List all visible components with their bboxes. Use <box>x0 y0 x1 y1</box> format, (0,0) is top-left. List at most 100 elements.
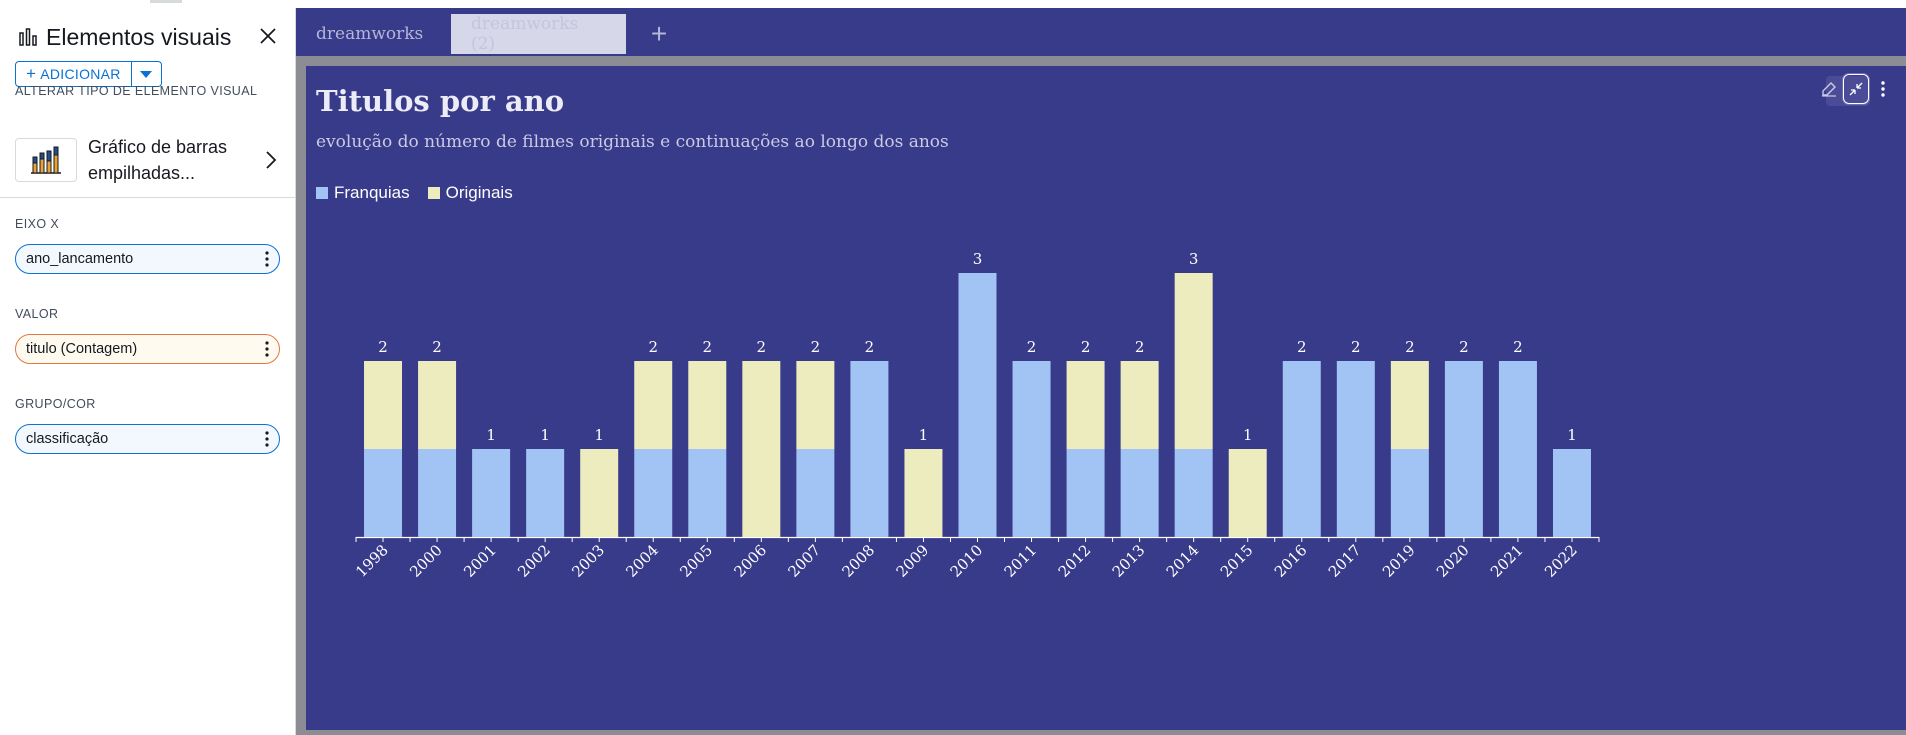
group-field-pill[interactable]: classificação <box>15 424 280 454</box>
x-tick-label-2002: 2002 <box>514 541 554 581</box>
bar-originais-2014[interactable] <box>1174 273 1213 449</box>
more-menu-icon[interactable] <box>1869 74 1896 104</box>
collapse-icon[interactable] <box>1842 74 1870 104</box>
x-tick-label-2006: 2006 <box>730 541 770 581</box>
bar-franquias-2000[interactable] <box>418 449 457 537</box>
bar-originais-2005[interactable] <box>688 361 727 449</box>
sheet-tab-active[interactable]: dreamworks (2) <box>451 14 626 54</box>
visual-card: 2 1998 2 2000 1 2001 1 2002 1 2003 2 2004 2 2005 2 2006… <box>306 66 1906 730</box>
x-tick-label-2022: 2022 <box>1541 541 1581 581</box>
data-label-2004: 2 <box>648 338 658 356</box>
chart-type-label: Gráfico de barras empilhadas... <box>88 134 238 186</box>
visual-toolbar <box>1816 74 1896 106</box>
bar-franquias-1998[interactable] <box>364 449 403 537</box>
add-button-label: ADICIONAR <box>40 66 121 82</box>
bar-originais-2000[interactable] <box>418 361 457 449</box>
bar-originais-2003[interactable] <box>580 449 619 537</box>
legend-swatch-originais <box>427 187 440 199</box>
add-button[interactable]: + ADICIONAR <box>15 61 132 87</box>
more-options-icon[interactable] <box>265 340 269 358</box>
bar-franquias-2022[interactable] <box>1552 449 1591 537</box>
data-label-2013: 2 <box>1135 338 1145 356</box>
data-label-2002: 1 <box>540 426 550 444</box>
bar-originais-2019[interactable] <box>1390 361 1429 449</box>
data-label-2006: 2 <box>757 338 767 356</box>
legend-item-franquias[interactable]: Franquias <box>316 183 410 203</box>
bar-franquias-2016[interactable] <box>1282 361 1321 537</box>
x-tick-label-2013: 2013 <box>1109 541 1149 581</box>
bar-originais-2006[interactable] <box>742 361 781 537</box>
chevron-right-icon <box>266 151 277 169</box>
x-tick-label-2016: 2016 <box>1271 541 1311 581</box>
bar-franquias-2014[interactable] <box>1174 449 1213 537</box>
add-sheet-icon[interactable]: + <box>650 18 668 49</box>
bar-originais-1998[interactable] <box>364 361 403 449</box>
x-tick-label-2007: 2007 <box>784 541 824 581</box>
visuals-panel: Elementos visuais + ADICIONAR ALTERAR TI… <box>0 8 296 735</box>
value-field-label: titulo (Contagem) <box>26 341 138 357</box>
x-tick-label-2017: 2017 <box>1325 541 1365 581</box>
x-tick-label-2019: 2019 <box>1379 541 1419 581</box>
bar-franquias-2004[interactable] <box>634 449 673 537</box>
x-tick-label-1998: 1998 <box>352 541 392 581</box>
bar-franquias-2007[interactable] <box>796 449 835 537</box>
data-label-2022: 1 <box>1567 426 1577 444</box>
data-label-2008: 2 <box>865 338 875 356</box>
bar-franquias-2019[interactable] <box>1390 449 1429 537</box>
chart-type-line2: empilhadas... <box>88 163 196 183</box>
chart-type-selector[interactable]: Gráfico de barras empilhadas... <box>15 130 280 190</box>
chart-subtitle: evolução do número de filmes originais e… <box>316 132 949 152</box>
value-label: VALOR <box>15 307 59 321</box>
x-tick-label-2004: 2004 <box>622 541 662 581</box>
main-area: dreamworks dreamworks (2) + 2 1998 2 2000 1 2… <box>296 8 1906 735</box>
x-tick-label-2003: 2003 <box>568 541 608 581</box>
bar-franquias-2017[interactable] <box>1336 361 1375 537</box>
change-type-label: ALTERAR TIPO DE ELEMENTO VISUAL <box>15 84 258 98</box>
bar-franquias-2001[interactable] <box>472 449 511 537</box>
data-label-1998: 2 <box>378 338 388 356</box>
x-tick-label-2001: 2001 <box>460 541 500 581</box>
data-label-2009: 1 <box>919 426 929 444</box>
bar-originais-2012[interactable] <box>1066 361 1105 449</box>
bar-originais-2009[interactable] <box>904 449 943 537</box>
legend-swatch-franquias <box>316 187 328 199</box>
data-label-2007: 2 <box>811 338 821 356</box>
add-visual-control: + ADICIONAR <box>15 61 162 87</box>
bar-franquias-2011[interactable] <box>1012 361 1051 537</box>
x-tick-label-2020: 2020 <box>1433 541 1473 581</box>
data-label-2020: 2 <box>1459 338 1469 356</box>
stacked-bar-chart: 2 1998 2 2000 1 2001 1 2002 1 2003 2 2004 2 2005 2 2006… <box>352 250 1600 581</box>
data-label-2017: 2 <box>1351 338 1361 356</box>
x-tick-label-2000: 2000 <box>406 541 446 581</box>
bar-franquias-2021[interactable] <box>1498 361 1537 537</box>
panel-title: Elementos visuais <box>46 23 232 50</box>
bar-chart-icon <box>19 28 37 46</box>
bar-franquias-2012[interactable] <box>1066 449 1105 537</box>
data-label-2010: 3 <box>973 250 983 268</box>
add-dropdown-button[interactable] <box>131 61 162 87</box>
edit-visual-icon[interactable] <box>1816 74 1843 104</box>
chart-type-line1: Gráfico de barras <box>88 137 228 157</box>
legend-item-originais[interactable]: Originais <box>427 183 513 203</box>
bar-franquias-2008[interactable] <box>850 361 889 537</box>
more-options-icon[interactable] <box>265 250 269 268</box>
bar-franquias-2013[interactable] <box>1120 449 1159 537</box>
chart-legend: Franquias Originais <box>316 183 531 203</box>
data-label-2001: 1 <box>486 426 496 444</box>
bar-franquias-2020[interactable] <box>1444 361 1483 537</box>
more-options-icon[interactable] <box>265 430 269 448</box>
bar-franquias-2010[interactable] <box>958 273 997 537</box>
bar-originais-2015[interactable] <box>1228 449 1267 537</box>
close-icon[interactable] <box>256 24 280 48</box>
x-axis-field-pill[interactable]: ano_lancamento <box>15 244 280 274</box>
x-tick-label-2014: 2014 <box>1163 541 1203 581</box>
bar-franquias-2005[interactable] <box>688 449 727 537</box>
bar-originais-2004[interactable] <box>634 361 673 449</box>
x-tick-label-2012: 2012 <box>1055 541 1095 581</box>
bar-originais-2013[interactable] <box>1120 361 1159 449</box>
sheet-tab[interactable]: dreamworks <box>316 24 424 44</box>
bar-originais-2007[interactable] <box>796 361 835 449</box>
bar-franquias-2002[interactable] <box>526 449 565 537</box>
x-axis-label: EIXO X <box>15 217 60 231</box>
value-field-pill[interactable]: titulo (Contagem) <box>15 334 280 364</box>
